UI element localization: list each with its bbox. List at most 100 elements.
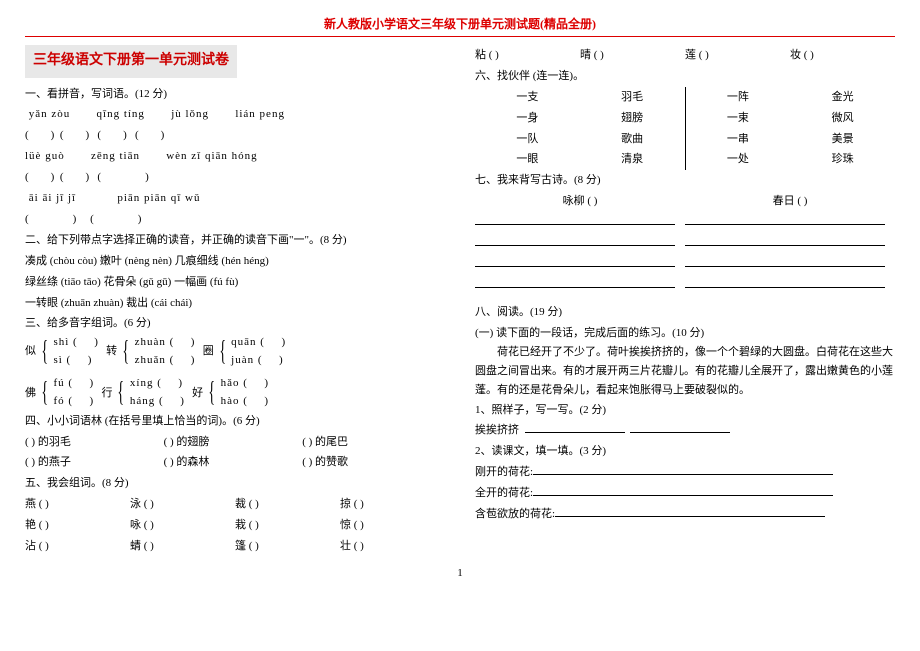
reading: shì ( xyxy=(53,336,77,348)
match-item: 美景 xyxy=(790,129,895,150)
word-item: 壮 ( ) xyxy=(340,536,445,557)
py: lüè guò xyxy=(25,150,65,162)
q7-heading: 七、我来背写古诗。(8 分) xyxy=(475,170,895,191)
right-column: 粘 ( ) 晴 ( ) 莲 ( ) 妆 ( ) 六、找伙伴 (连一连)。 一支羽… xyxy=(475,45,895,557)
word-item: 艳 ( ) xyxy=(25,515,130,536)
match-item: 一处 xyxy=(686,149,791,170)
unit-title: 三年级语文下册第一单元测试卷 xyxy=(25,45,237,78)
py: wèn zǐ qiān hóng xyxy=(166,150,257,162)
blank-line xyxy=(533,462,833,475)
reading: hǎo ( xyxy=(221,377,248,389)
word-item: 莲 ( ) xyxy=(685,45,790,66)
content-columns: 三年级语文下册第一单元测试卷 一、看拼音，写词语。(12 分) yǎn zòu … xyxy=(25,45,895,557)
passage: 荷花已经开了不少了。荷叶挨挨挤挤的，像一个个碧绿的大圆盘。白荷花在这些大圆盘之间… xyxy=(475,343,895,399)
match-table: 一支羽毛 一身翅膀 一队歌曲 一眼清泉 一阵金光 一束微风 一串美景 一处珍珠 xyxy=(475,87,895,171)
pinyin-row: āi āi jī jī piān piān qī wǔ xyxy=(25,188,445,209)
poem-title: 咏柳 ( ) xyxy=(475,191,685,212)
blank-row: ( ) ( ) ( ) ( ) xyxy=(25,125,445,146)
word-item: 蜻 ( ) xyxy=(130,536,235,557)
reading: fú ( xyxy=(53,377,73,389)
fill-line: 刚开的荷花: xyxy=(475,462,895,483)
fill-item: ( ) 的翅膀 xyxy=(164,432,303,453)
multi-item: 行{ xíng ( )háng ( ) xyxy=(101,375,183,410)
py: zēng tiān xyxy=(91,150,140,162)
match-item: 歌曲 xyxy=(580,129,685,150)
word-item: 裁 ( ) xyxy=(235,494,340,515)
header-divider xyxy=(25,36,895,37)
char: 圈 xyxy=(203,341,214,362)
blank-line xyxy=(525,420,625,433)
reading: hào ( xyxy=(221,395,248,407)
word-item: 泳 ( ) xyxy=(130,494,235,515)
blank-line xyxy=(533,483,833,496)
match-item: 翅膀 xyxy=(580,108,685,129)
match-item: 一眼 xyxy=(475,149,580,170)
match-item: 金光 xyxy=(790,87,895,108)
fill-item: ( ) 的森林 xyxy=(164,452,303,473)
fill-item: ( ) 的燕子 xyxy=(25,452,164,473)
word-item: 晴 ( ) xyxy=(580,45,685,66)
q4-grid: ( ) 的羽毛 ( ) 的翅膀 ( ) 的尾巴 ( ) 的燕子 ( ) 的森林 … xyxy=(25,432,445,474)
word-item: 掠 ( ) xyxy=(340,494,445,515)
match-item: 一阵 xyxy=(686,87,791,108)
word-row: 沾 ( ) 蜻 ( ) 篷 ( ) 壮 ( ) xyxy=(25,536,445,557)
word-row: 燕 ( ) 泳 ( ) 裁 ( ) 掠 ( ) xyxy=(25,494,445,515)
match-left: 一支羽毛 一身翅膀 一队歌曲 一眼清泉 xyxy=(475,87,685,171)
blank-line xyxy=(685,254,885,267)
word-row: 粘 ( ) 晴 ( ) 莲 ( ) 妆 ( ) xyxy=(475,45,895,66)
word-item: 燕 ( ) xyxy=(25,494,130,515)
char: 行 xyxy=(101,383,112,404)
blank-line xyxy=(685,233,885,246)
label: 含苞欲放的荷花: xyxy=(475,508,555,520)
py: yǎn zòu xyxy=(29,108,71,120)
pinyin-row: yǎn zòu qīng tíng jù lǒng lián peng xyxy=(25,104,445,125)
poem-lines xyxy=(475,212,895,233)
blank-line xyxy=(630,420,730,433)
multi-item: 好{ hǎo ( )hào ( ) xyxy=(192,375,268,410)
word-item: 沾 ( ) xyxy=(25,536,130,557)
match-item: 一身 xyxy=(475,108,580,129)
q1-heading: 一、看拼音，写词语。(12 分) xyxy=(25,84,445,105)
blank-line xyxy=(685,275,885,288)
reading: quān ( xyxy=(231,336,265,348)
word-item: 妆 ( ) xyxy=(790,45,895,66)
q5-heading: 五、我会组词。(8 分) xyxy=(25,473,445,494)
reading: xíng ( xyxy=(130,377,162,389)
q2-line: 一转眼 (zhuān zhuàn) 裁出 (cái chái) xyxy=(25,293,445,314)
blank-line xyxy=(475,275,675,288)
q2-heading: 二、给下列带点字选择正确的读音，并正确的读音下画"一"。(8 分) xyxy=(25,230,445,251)
blank-line xyxy=(475,233,675,246)
reading: fó ( xyxy=(53,395,73,407)
reading: zhuàn ( xyxy=(135,336,175,348)
match-right: 一阵金光 一束微风 一串美景 一处珍珠 xyxy=(685,87,896,171)
match-item: 羽毛 xyxy=(580,87,685,108)
py: piān piān qī wǔ xyxy=(117,192,200,204)
word-item: 咏 ( ) xyxy=(130,515,235,536)
fill-item: ( ) 的赞歌 xyxy=(302,452,441,473)
reading: háng ( xyxy=(130,395,164,407)
fill-line: 含苞欲放的荷花: xyxy=(475,504,895,525)
label: 全开的荷花: xyxy=(475,487,533,499)
fill-line: 全开的荷花: xyxy=(475,483,895,504)
doc-header: 新人教版小学语文三年级下册单元测试题(精品全册) xyxy=(25,15,895,32)
blank-line xyxy=(475,212,675,225)
py: āi āi jī jī xyxy=(29,192,76,204)
match-item: 一束 xyxy=(686,108,791,129)
fill-item: ( ) 的羽毛 xyxy=(25,432,164,453)
poem-title: 春日 ( ) xyxy=(685,191,895,212)
pinyin-row: lüè guò zēng tiān wèn zǐ qiān hóng xyxy=(25,146,445,167)
poem-lines xyxy=(475,254,895,275)
word-row: 艳 ( ) 咏 ( ) 栽 ( ) 惊 ( ) xyxy=(25,515,445,536)
char: 转 xyxy=(106,341,117,362)
q8a: 1、照样子，写一写。(2 分) xyxy=(475,400,895,421)
reading: zhuǎn ( xyxy=(135,354,175,366)
q8b: 2、读课文，填一填。(3 分) xyxy=(475,441,895,462)
py: qīng tíng xyxy=(97,108,145,120)
blank-line xyxy=(685,212,885,225)
blank-row: ( ) ( ) xyxy=(25,209,445,230)
fill-item: ( ) 的尾巴 xyxy=(302,432,441,453)
poem-lines xyxy=(475,275,895,296)
q2-line: 绿丝绦 (tiāo tāo) 花骨朵 (gǔ gū) 一幅画 (fú fù) xyxy=(25,272,445,293)
match-item: 一串 xyxy=(686,129,791,150)
page-number: 1 xyxy=(25,567,895,579)
